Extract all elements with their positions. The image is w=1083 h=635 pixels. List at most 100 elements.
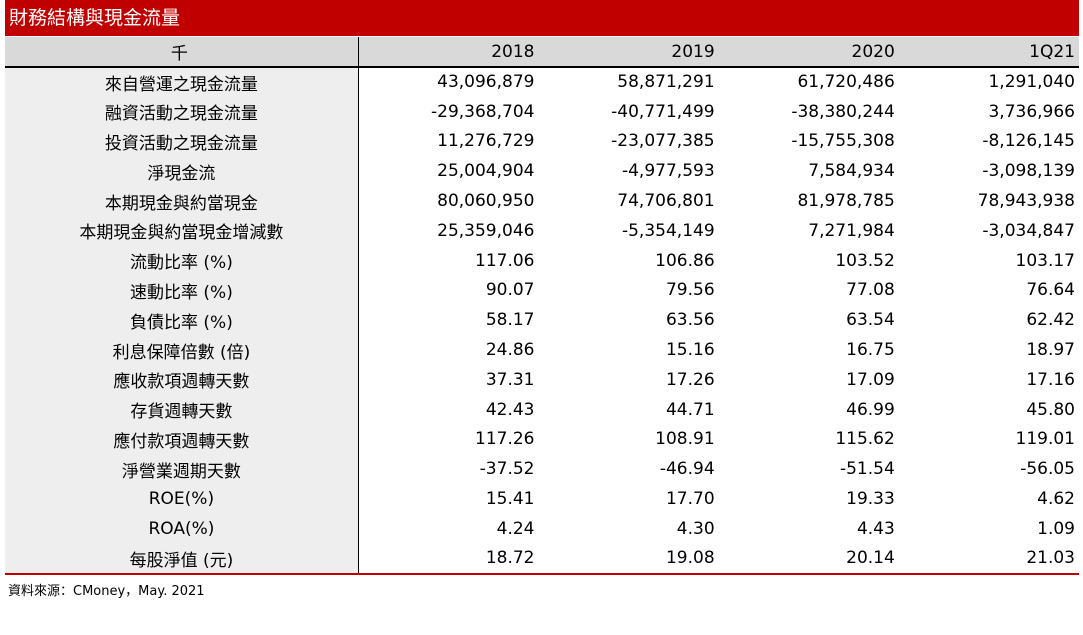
- table-cell: -23,077,385: [611, 131, 715, 152]
- table-cell: 81,978,785: [797, 191, 895, 212]
- table-cell: 20.14: [846, 548, 895, 569]
- unit-header: 千: [5, 37, 359, 67]
- table-cell: 74,706,801: [617, 191, 715, 212]
- table-cell: 3,736,966: [988, 101, 1075, 122]
- row-label: 速動比率 (%): [5, 275, 359, 306]
- table-cell: -15,755,308: [791, 131, 895, 152]
- table-cell: 115.62: [835, 429, 895, 450]
- table-cell: 106.86: [655, 250, 715, 271]
- row-label: 投資活動之現金流量: [5, 126, 359, 157]
- table-row: 流動比率 (%) 117.06 106.86 103.52 103.17: [5, 245, 1079, 276]
- row-label: ROA(%): [5, 513, 359, 544]
- table-cell: 79.56: [665, 280, 715, 301]
- table-cell: 7,584,934: [808, 161, 895, 182]
- table-cell: 17.26: [665, 369, 715, 390]
- table-cell: 37.31: [485, 369, 535, 390]
- table-cell: -5,354,149: [621, 220, 715, 241]
- financial-table: 千 2018 2019 2020 1Q21 來自營運之現金流量 43,096,87…: [5, 37, 1079, 575]
- table-cell: 58.17: [485, 310, 535, 331]
- table-row: 淨營業週期天數 -37.52 -46.94 -51.54 -56.05: [5, 454, 1079, 485]
- row-label: 負債比率 (%): [5, 305, 359, 336]
- table-cell: 108.91: [655, 429, 715, 450]
- table-cell: 117.26: [475, 429, 535, 450]
- row-label: 淨營業週期天數: [5, 454, 359, 485]
- table-cell: -46.94: [659, 459, 715, 480]
- table-row: 本期現金與約當現金增減數 25,359,046 -5,354,149 7,271,98…: [5, 215, 1079, 246]
- table-cell: 4.43: [856, 518, 895, 539]
- row-label: 淨現金流: [5, 156, 359, 187]
- table-cell: 25,359,046: [437, 220, 535, 241]
- table-row: 應付款項週轉天數 117.26 108.91 115.62 119.01: [5, 424, 1079, 455]
- row-label: 來自營運之現金流量: [5, 67, 359, 97]
- table-cell: -37.52: [479, 459, 535, 480]
- table-cell: 17.09: [846, 369, 895, 390]
- table-cell: -40,771,499: [611, 101, 715, 122]
- table-row: 來自營運之現金流量 43,096,879 58,871,291 61,720,486 1…: [5, 67, 1079, 97]
- row-label: 本期現金與約當現金增減數: [5, 215, 359, 246]
- table-cell: 1,291,040: [988, 72, 1075, 93]
- table-row: 淨現金流 25,004,904 -4,977,593 7,584,934 -3,098,…: [5, 156, 1079, 187]
- table-cell: 24.86: [485, 340, 535, 361]
- table-cell: 4.30: [676, 518, 715, 539]
- table-title: 財務結構與現金流量: [5, 0, 1079, 36]
- column-header: 2020: [851, 41, 895, 62]
- table-cell: 43,096,879: [437, 72, 535, 93]
- table-cell: 90.07: [485, 280, 535, 301]
- table-row: 速動比率 (%) 90.07 79.56 77.08 76.64: [5, 275, 1079, 306]
- table-row: 存貨週轉天數 42.43 44.71 46.99 45.80: [5, 394, 1079, 425]
- table-cell: -29,368,704: [431, 101, 535, 122]
- table-cell: 103.52: [835, 250, 895, 271]
- table-cell: 19.08: [665, 548, 715, 569]
- table-cell: 17.70: [665, 489, 715, 510]
- table-cell: -8,126,145: [982, 131, 1075, 152]
- table-row: 融資活動之現金流量 -29,368,704 -40,771,499 -38,380,2…: [5, 96, 1079, 127]
- table-row: 本期現金與約當現金 80,060,950 74,706,801 81,978,785 7…: [5, 186, 1079, 216]
- row-label: 應付款項週轉天數: [5, 424, 359, 455]
- row-label: 利息保障倍數 (倍): [5, 335, 359, 365]
- table-cell: 76.64: [1026, 280, 1075, 301]
- table-cell: -56.05: [1020, 459, 1075, 480]
- table-cell: 78,943,938: [977, 191, 1075, 212]
- table-cell: 45.80: [1026, 399, 1075, 420]
- table-cell: 58,871,291: [617, 72, 715, 93]
- table-cell: 103.17: [1015, 250, 1075, 271]
- table-cell: 119.01: [1015, 429, 1075, 450]
- table-row: 投資活動之現金流量 11,276,729 -23,077,385 -15,755,30…: [5, 126, 1079, 157]
- header-row: 千 2018 2019 2020 1Q21: [5, 37, 1079, 67]
- row-label: 每股淨值 (元): [5, 543, 359, 574]
- table-cell: 17.16: [1026, 369, 1075, 390]
- table-cell: 61,720,486: [797, 72, 895, 93]
- table-cell: 11,276,729: [437, 131, 535, 152]
- row-label: 應收款項週轉天數: [5, 364, 359, 395]
- column-header: 2019: [671, 41, 715, 62]
- row-label: ROE(%): [5, 484, 359, 514]
- table-cell: 62.42: [1026, 310, 1075, 331]
- table-cell: 19.33: [846, 489, 895, 510]
- table-cell: -51.54: [839, 459, 895, 480]
- table-cell: 77.08: [846, 280, 895, 301]
- table-cell: -3,034,847: [982, 220, 1075, 241]
- row-label: 本期現金與約當現金: [5, 186, 359, 216]
- table-cell: -3,098,139: [982, 161, 1075, 182]
- table-cell: 18.72: [485, 548, 535, 569]
- table-cell: 25,004,904: [437, 161, 535, 182]
- table-cell: 117.06: [475, 250, 535, 271]
- table-cell: 42.43: [485, 399, 535, 420]
- table-row: 利息保障倍數 (倍) 24.86 15.16 16.75 18.97: [5, 335, 1079, 365]
- row-label: 存貨週轉天數: [5, 394, 359, 425]
- table-cell: 4.62: [1037, 489, 1075, 510]
- table-cell: 4.24: [496, 518, 535, 539]
- table-row: ROA(%) 4.24 4.30 4.43 1.09: [5, 513, 1079, 544]
- row-label: 融資活動之現金流量: [5, 96, 359, 127]
- table-cell: 80,060,950: [437, 191, 535, 212]
- table-row: 每股淨值 (元) 18.72 19.08 20.14 21.03: [5, 543, 1079, 574]
- table-cell: -38,380,244: [791, 101, 895, 122]
- table-cell: -4,977,593: [621, 161, 715, 182]
- table-cell: 15.41: [485, 489, 535, 510]
- row-label: 流動比率 (%): [5, 245, 359, 276]
- table-row: ROE(%) 15.41 17.70 19.33 4.62: [5, 484, 1079, 514]
- table-row: 應收款項週轉天數 37.31 17.26 17.09 17.16: [5, 364, 1079, 395]
- column-header: 2018: [491, 41, 535, 62]
- column-header: 1Q21: [1029, 41, 1075, 62]
- source-note: 資料來源：CMoney，May. 2021: [8, 584, 205, 599]
